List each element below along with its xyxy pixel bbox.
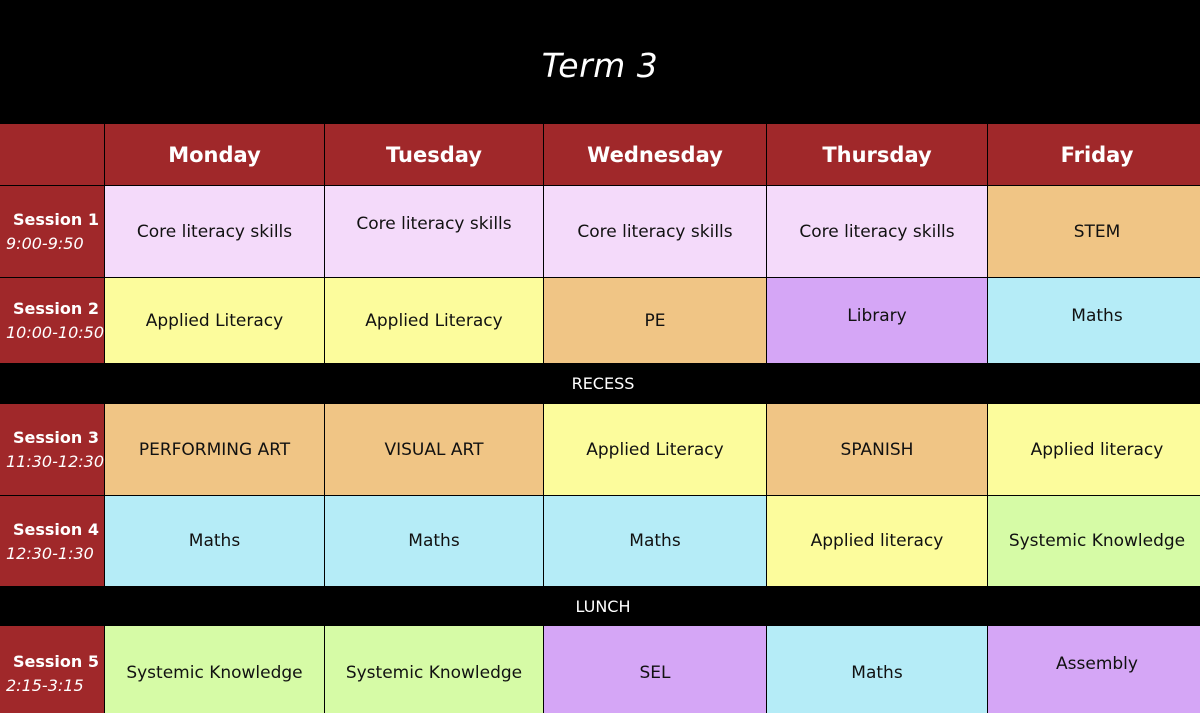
class-cell-thursday: SPANISH [767, 404, 987, 495]
class-cell-monday: Systemic Knowledge [105, 626, 324, 713]
class-cell-thursday: Library [767, 278, 987, 363]
class-cell-tuesday: Maths [325, 496, 543, 586]
class-cell-tuesday: Systemic Knowledge [325, 626, 543, 713]
session-time: 12:30-1:30 [6, 543, 94, 563]
day-header-tuesday: Tuesday [325, 124, 543, 185]
class-cell-wednesday: SEL [544, 626, 766, 713]
class-cell-monday: Core literacy skills [105, 186, 324, 277]
session-name: Session 5 [13, 651, 99, 671]
class-cell-wednesday: Applied Literacy [544, 404, 766, 495]
class-cell-thursday: Maths [767, 626, 987, 713]
class-cell-friday: STEM [988, 186, 1200, 277]
class-cell-tuesday: Core literacy skills [325, 186, 543, 277]
session-time: 2:15-3:15 [6, 675, 84, 695]
class-cell-wednesday: Maths [544, 496, 766, 586]
break-row-lunch: LUNCH [0, 587, 1200, 625]
day-header-thursday: Thursday [767, 124, 987, 185]
class-cell-friday: Assembly [988, 626, 1200, 713]
class-cell-wednesday: Core literacy skills [544, 186, 766, 277]
day-header-wednesday: Wednesday [544, 124, 766, 185]
session-label: Session 5 2:15-3:15 [0, 626, 104, 713]
title-bar: Term 3 [0, 0, 1200, 124]
timetable-grid: Monday Tuesday Wednesday Thursday Friday… [0, 124, 1200, 713]
session-time: 11:30-12:30 [6, 452, 104, 471]
class-cell-thursday: Applied literacy [767, 496, 987, 586]
class-cell-wednesday: PE [544, 278, 766, 363]
session-name: Session 2 [13, 299, 99, 318]
session-time: 9:00-9:50 [6, 234, 84, 253]
page-title: Term 3 [541, 45, 659, 85]
session-time: 10:00-10:50 [6, 323, 104, 342]
class-cell-monday: Applied Literacy [105, 278, 324, 363]
session-label: Session 4 12:30-1:30 [0, 496, 104, 586]
class-cell-tuesday: VISUAL ART [325, 404, 543, 495]
session-label: Session 2 10:00-10:50 [0, 278, 104, 363]
day-header-friday: Friday [988, 124, 1200, 185]
session-name: Session 3 [13, 428, 99, 447]
class-cell-monday: PERFORMING ART [105, 404, 324, 495]
header-corner [0, 124, 104, 185]
class-cell-monday: Maths [105, 496, 324, 586]
class-cell-friday: Applied literacy [988, 404, 1200, 495]
session-label: Session 1 9:00-9:50 [0, 186, 104, 277]
day-header-monday: Monday [105, 124, 324, 185]
class-cell-tuesday: Applied Literacy [325, 278, 543, 363]
class-cell-thursday: Core literacy skills [767, 186, 987, 277]
class-cell-friday: Maths [988, 278, 1200, 363]
session-name: Session 1 [13, 210, 99, 229]
class-cell-friday: Systemic Knowledge [988, 496, 1200, 586]
session-label: Session 3 11:30-12:30 [0, 404, 104, 495]
session-name: Session 4 [13, 519, 99, 539]
break-row-recess: RECESS [0, 364, 1200, 403]
